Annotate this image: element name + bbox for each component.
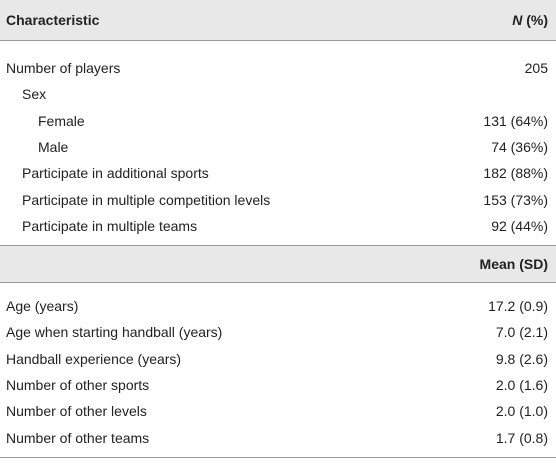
stat-symbol: N: [512, 12, 523, 28]
table-row: Age (years) 17.2 (0.9): [0, 293, 556, 319]
row-value: 153 (73%): [483, 191, 548, 208]
row-value: 1.7 (0.8): [495, 429, 548, 446]
row-label: Male: [38, 138, 69, 155]
header-rule: [0, 40, 556, 41]
row-value: 92 (44%): [491, 217, 548, 234]
table-row: Male 74 (36%): [0, 134, 556, 160]
row-value: 2.0 (1.6): [495, 376, 548, 393]
row-value: 74 (36%): [491, 138, 548, 155]
stat-unit: (%): [526, 12, 548, 28]
row-label: Number of players: [6, 60, 121, 76]
subheader-rule: [0, 282, 556, 283]
row-value: 131 (64%): [483, 112, 548, 129]
table-row: Handball experience (years) 9.8 (2.6): [0, 346, 556, 372]
header-label: Characteristic: [6, 12, 100, 28]
row-label: Number of other levels: [6, 403, 147, 420]
header-stat: N (%): [512, 4, 548, 36]
subheader-band: [0, 246, 556, 282]
table-row: Participate in multiple teams 92 (44%): [0, 213, 556, 239]
row-value: 17.2 (0.9): [488, 298, 548, 314]
subheader-label: Mean (SD): [479, 256, 548, 272]
row-label: Female: [38, 112, 85, 129]
section-rule: [0, 245, 556, 246]
row-label: Age when starting handball (years): [6, 324, 223, 341]
header-band: [0, 0, 556, 40]
row-value: 205: [524, 60, 548, 76]
bottom-rule: [0, 457, 556, 458]
table-row: Number of players 205: [0, 55, 556, 81]
table-row: Number of other teams 1.7 (0.8): [0, 425, 556, 451]
row-label: Number of other sports: [6, 376, 150, 393]
row-label: Sex: [22, 86, 47, 103]
table-row: Participate in multiple competition leve…: [0, 187, 556, 213]
table-row: Participate in additional sports 182 (88%…: [0, 160, 556, 186]
row-value: 9.8 (2.6): [495, 350, 548, 367]
row-value: 2.0 (1.0): [495, 403, 548, 420]
header-row: Characteristic N (%): [0, 4, 556, 36]
row-label: Participate in multiple competition leve…: [22, 191, 271, 208]
table-row: Sex: [0, 81, 556, 107]
table-row: Age when starting handball (years) 7.0 (2…: [0, 319, 556, 345]
row-label: Participate in multiple teams: [22, 217, 198, 234]
row-label: Participate in additional sports: [22, 165, 209, 182]
row-value: 182 (88%): [483, 165, 548, 182]
table-row: Number of other sports 2.0 (1.6): [0, 372, 556, 398]
row-label: Handball experience (years): [6, 350, 182, 367]
row-label: Age (years): [6, 298, 79, 314]
row-value: 7.0 (2.1): [495, 324, 548, 341]
table-row: Number of other levels 2.0 (1.0): [0, 398, 556, 424]
row-label: Number of other teams: [6, 429, 150, 446]
subheader-row: Mean (SD): [0, 248, 556, 280]
table-row: Female 131 (64%): [0, 108, 556, 134]
